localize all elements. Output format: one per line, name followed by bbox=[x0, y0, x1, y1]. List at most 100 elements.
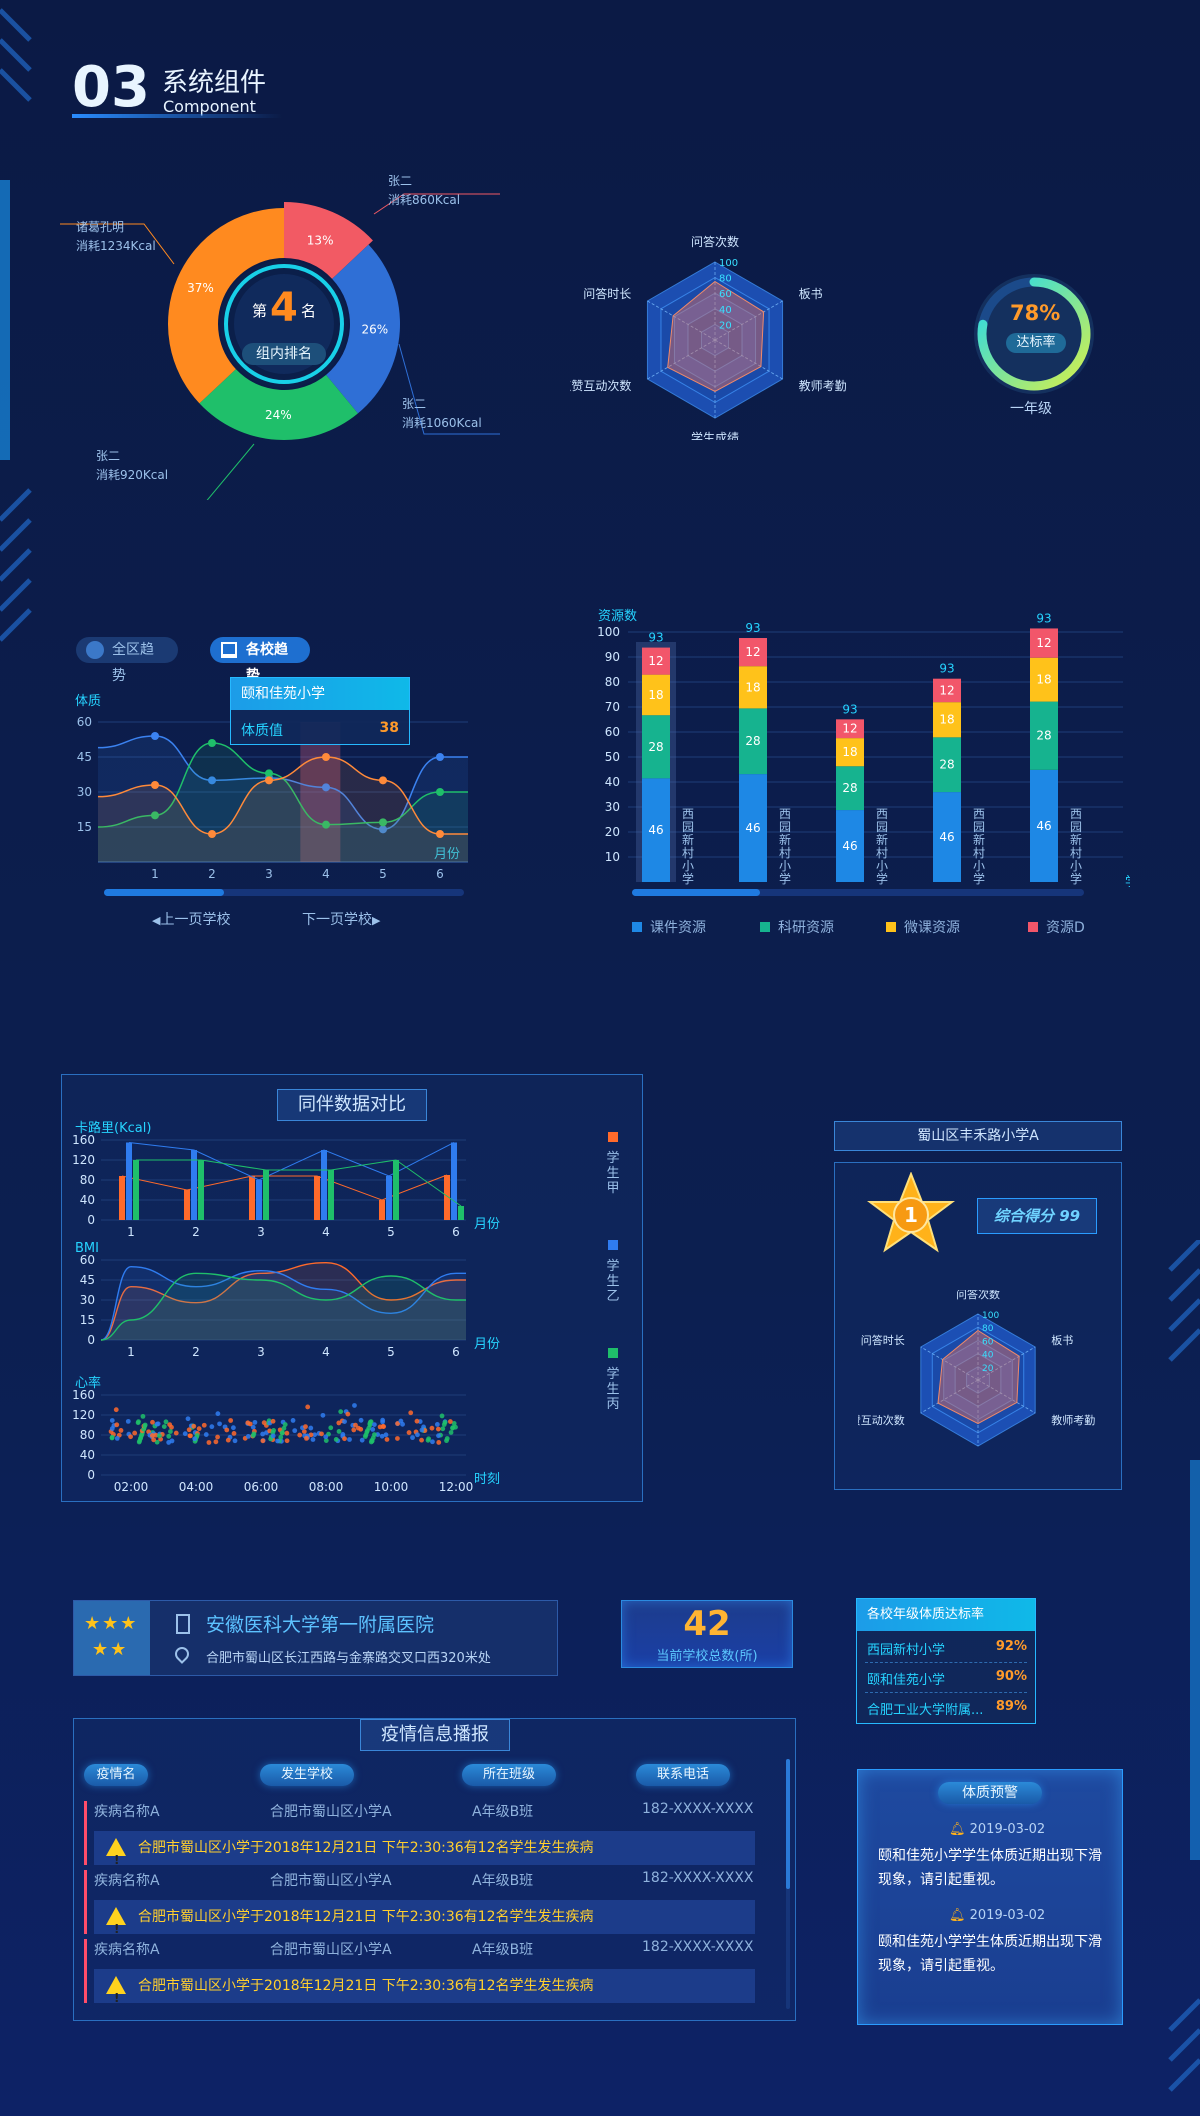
heart-rate-point bbox=[310, 1437, 316, 1442]
heart-rate-point bbox=[408, 1410, 414, 1416]
bar-segment bbox=[933, 792, 961, 882]
series-line bbox=[97, 735, 468, 831]
y-tick: 40 bbox=[80, 1448, 95, 1462]
column-header[interactable]: 所在班级 bbox=[462, 1764, 556, 1786]
y-tick: 60 bbox=[80, 1253, 95, 1267]
radar-label: 学生成绩 bbox=[691, 430, 739, 440]
resource-scrollbar[interactable] bbox=[632, 889, 1084, 896]
heart-rate-point bbox=[342, 1436, 347, 1442]
column-header[interactable]: 联系电话 bbox=[636, 1764, 730, 1786]
heart-rate-point bbox=[352, 1403, 357, 1408]
heart-rate-point bbox=[333, 1437, 339, 1442]
epidemic-scrollbar[interactable] bbox=[786, 1759, 790, 2009]
heart-rate-point bbox=[358, 1417, 364, 1423]
school-label-char: 园 bbox=[1070, 820, 1082, 834]
heart-rate-point bbox=[206, 1440, 212, 1445]
heart-rate-point bbox=[447, 1419, 453, 1424]
rate-school: 合肥工业大学附属... bbox=[867, 1703, 984, 1718]
callout-name: 诸葛孔明 bbox=[76, 220, 125, 234]
x-tick: 04:00 bbox=[179, 1480, 214, 1494]
bar-total: 93 bbox=[1036, 611, 1051, 625]
school-label-char: 园 bbox=[779, 820, 791, 834]
data-point bbox=[208, 830, 216, 838]
trend-scrollbar[interactable] bbox=[104, 889, 464, 896]
column-header[interactable]: 疫情名 bbox=[84, 1764, 148, 1786]
scrollbar-thumb[interactable] bbox=[786, 1759, 790, 1889]
heart-rate-point bbox=[251, 1431, 257, 1437]
heart-rate-point bbox=[114, 1435, 120, 1441]
y-tick: 60 bbox=[605, 725, 620, 739]
heart-rate-point bbox=[109, 1418, 115, 1423]
heart-rate-point bbox=[367, 1419, 373, 1425]
header-underline bbox=[72, 114, 282, 118]
segment-label: 12 bbox=[1036, 636, 1051, 650]
tab-district-trend[interactable]: 全区趋势 bbox=[76, 637, 178, 684]
total-schools-card: 42 当前学校总数(所) bbox=[621, 1600, 793, 1668]
tab-school-trend[interactable]: 各校趋势 bbox=[210, 637, 310, 684]
column-header[interactable]: 发生学校 bbox=[260, 1764, 354, 1786]
location-pin-icon bbox=[172, 1644, 192, 1664]
y-axis-title: 体质 bbox=[75, 694, 101, 709]
school-label-char: 西 bbox=[973, 807, 985, 821]
x-tick: 5 bbox=[387, 1345, 395, 1359]
segment-label: 28 bbox=[1036, 729, 1051, 743]
table-row[interactable]: 疾病名称A 合肥市蜀山区小学A A年级B班 182-XXXX-XXXX bbox=[94, 1939, 754, 1958]
heart-rate-point bbox=[186, 1427, 192, 1433]
table-row[interactable]: 疾病名称A 合肥市蜀山区小学A A年级B班 182-XXXX-XXXX bbox=[94, 1801, 754, 1820]
y-tick: 45 bbox=[80, 1273, 95, 1287]
calorie-bar bbox=[451, 1142, 457, 1220]
heart-rate-point bbox=[308, 1425, 314, 1431]
segment-label: 46 bbox=[745, 821, 760, 835]
data-point bbox=[379, 818, 387, 827]
warning-row[interactable]: ! 合肥市蜀山区小学于2018年12月21日 下午2:30:36有12名学生发生疾… bbox=[94, 1969, 755, 2005]
scrollbar-thumb[interactable] bbox=[104, 889, 224, 896]
tooltip-value: 38 bbox=[379, 720, 399, 736]
heart-rate-point bbox=[128, 1434, 133, 1440]
y-axis-title: 资源数 bbox=[598, 609, 637, 624]
y-tick: 30 bbox=[80, 1293, 95, 1307]
school-label-char: 学 bbox=[682, 871, 694, 886]
y-tick: 120 bbox=[72, 1408, 95, 1422]
warning-row[interactable]: ! 合肥市蜀山区小学于2018年12月21日 下午2:30:36有12名学生发生疾… bbox=[94, 1831, 755, 1867]
data-point bbox=[151, 811, 159, 820]
segment-label: 28 bbox=[842, 781, 857, 795]
globe-icon bbox=[86, 641, 104, 659]
next-school-link[interactable]: 下一页学校▶ bbox=[302, 909, 380, 929]
heart-rate-point bbox=[182, 1431, 188, 1437]
heart-rate-point bbox=[414, 1418, 420, 1424]
school-label-char: 学 bbox=[876, 871, 888, 886]
heart-rate-point bbox=[406, 1430, 412, 1435]
callout-name: 张二 bbox=[388, 174, 413, 188]
heart-rate-point bbox=[215, 1411, 221, 1417]
heart-rate-point bbox=[384, 1437, 390, 1442]
calorie-bar bbox=[379, 1200, 385, 1220]
warning-row[interactable]: ! 合肥市蜀山区小学于2018年12月21日 下午2:30:36有12名学生发生疾… bbox=[94, 1900, 755, 1936]
x-tick: 1 bbox=[151, 867, 159, 881]
school-label-char: 园 bbox=[682, 820, 694, 834]
school-label-char: 小 bbox=[1070, 859, 1082, 873]
callout-line bbox=[398, 343, 500, 435]
heart-rate-point bbox=[192, 1436, 198, 1442]
table-row[interactable]: 疾病名称A 合肥市蜀山区小学A A年级B班 182-XXXX-XXXX bbox=[94, 1870, 754, 1889]
heart-rate-point bbox=[410, 1435, 415, 1441]
bar-segment bbox=[739, 666, 767, 709]
prev-school-link[interactable]: ◀上一页学校 bbox=[152, 909, 230, 929]
heart-rate-point bbox=[142, 1422, 148, 1428]
heart-rate-point bbox=[395, 1436, 400, 1441]
y-tick: 40 bbox=[80, 1193, 95, 1207]
prev-label: 上一页学校 bbox=[160, 912, 231, 928]
heart-rate-point bbox=[282, 1422, 288, 1427]
legend-item: 资源D bbox=[1028, 917, 1085, 937]
y-tick: 0 bbox=[87, 1333, 95, 1347]
scrollbar-thumb[interactable] bbox=[632, 889, 760, 896]
legend-label-char: 学 bbox=[606, 1366, 619, 1382]
rate-value: 90% bbox=[995, 1669, 1027, 1684]
heart-rate-point bbox=[419, 1427, 425, 1433]
school-label-char: 村 bbox=[682, 846, 694, 860]
section-subtitle: Component bbox=[163, 97, 256, 116]
tooltip-label: 体质值 bbox=[241, 723, 283, 739]
bar-segment bbox=[836, 810, 864, 882]
bmi-line bbox=[100, 1261, 466, 1341]
